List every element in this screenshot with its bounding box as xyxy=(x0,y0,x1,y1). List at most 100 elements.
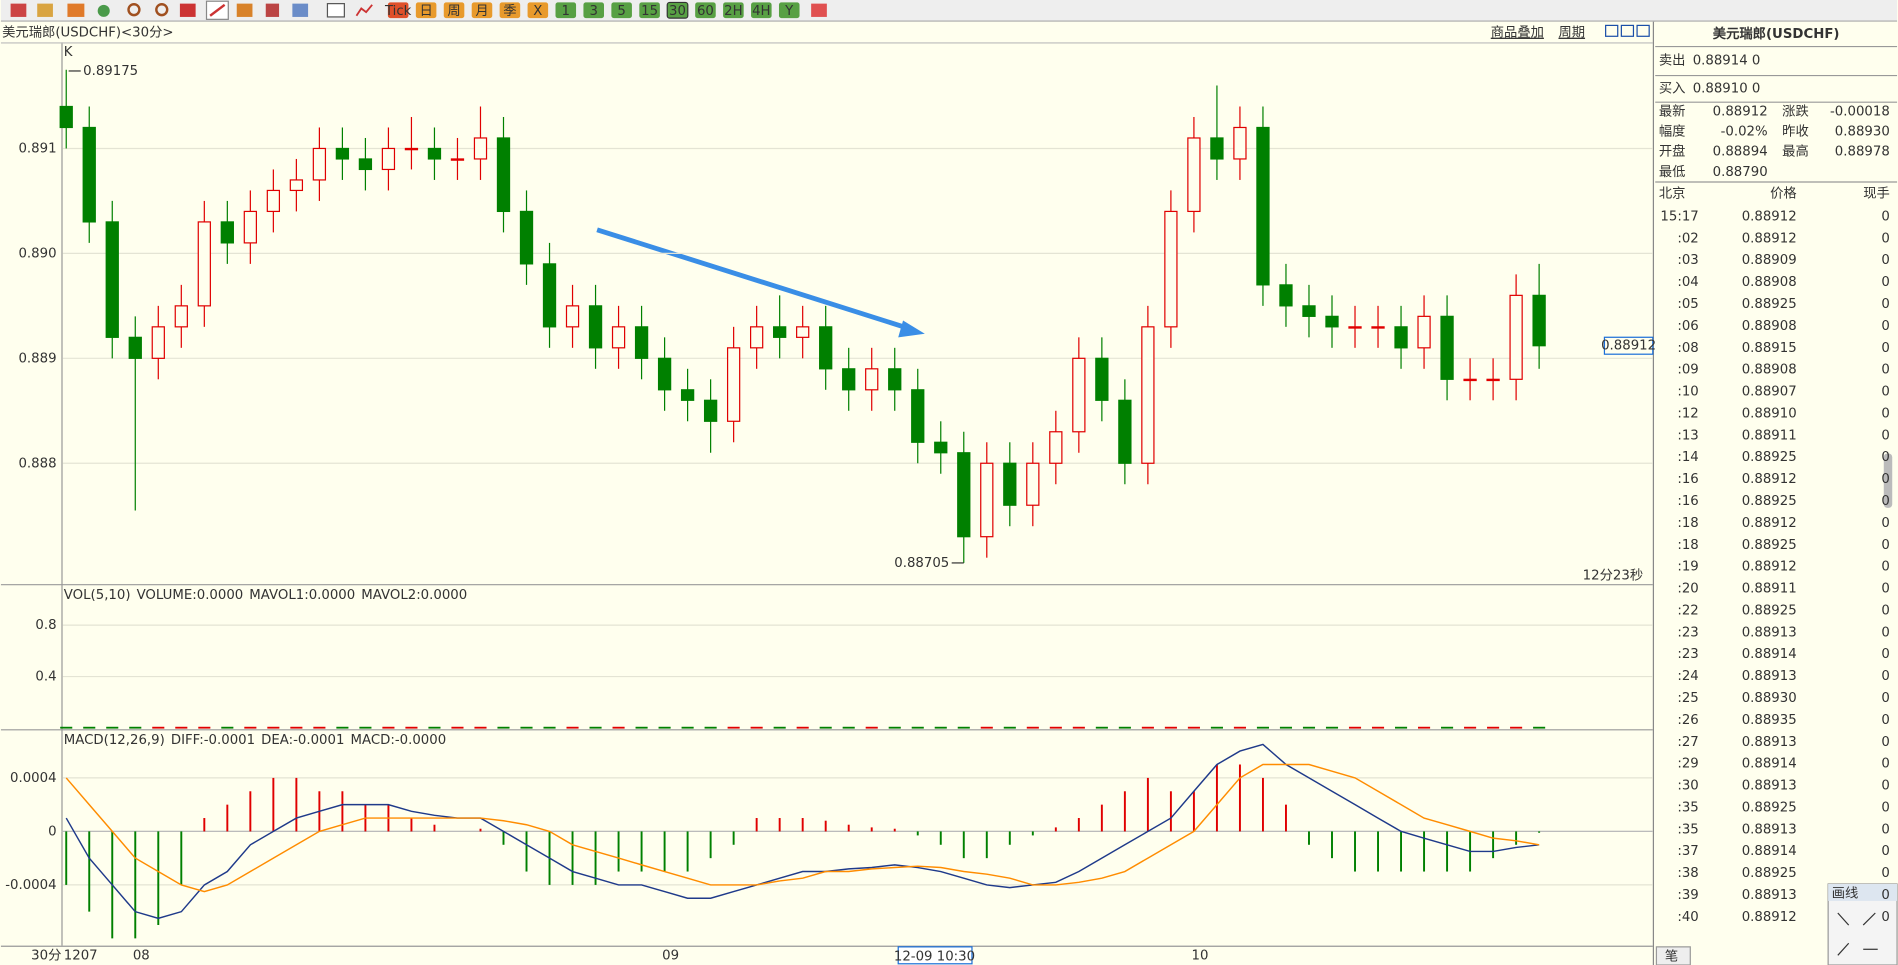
candle-body xyxy=(220,221,234,244)
tick-time: :19 xyxy=(1677,560,1698,575)
tick-time: :09 xyxy=(1677,363,1698,378)
toolbar-button[interactable] xyxy=(778,2,800,19)
volume-bar xyxy=(704,726,717,729)
symbol-title: 美元瑞郎(USDCHF)<30分> xyxy=(2,25,173,41)
tab[interactable] xyxy=(1655,946,1691,965)
tick-price: 0.88925 xyxy=(1742,297,1797,312)
toolbar-button[interactable] xyxy=(499,2,521,19)
candle-body xyxy=(404,147,419,151)
tick-volume: 0 xyxy=(1881,275,1889,290)
period-link[interactable]: 周期 xyxy=(1558,25,1585,41)
tick-time: :06 xyxy=(1677,319,1698,334)
icon[interactable] xyxy=(236,3,253,17)
icon[interactable] xyxy=(10,3,27,17)
icon[interactable] xyxy=(265,3,280,17)
scrollbar[interactable] xyxy=(1883,453,1893,508)
tick-price: 0.88925 xyxy=(1742,494,1797,509)
tick-price: 0.88925 xyxy=(1742,866,1797,881)
volume-bar xyxy=(635,726,648,729)
toolbar-label: 月 xyxy=(475,4,488,19)
tick-volume: 0 xyxy=(1881,691,1889,706)
window-button[interactable] xyxy=(1605,24,1619,37)
toolbar-button[interactable] xyxy=(443,2,465,19)
stat-value: 0.88930 xyxy=(1835,124,1890,139)
legend-entry: MACD(12,26,9) xyxy=(64,733,165,748)
tick-volume: 0 xyxy=(1881,538,1889,553)
toolbar-button[interactable] xyxy=(751,2,772,19)
volume-bar xyxy=(1210,726,1223,729)
toolbar-label: 季 xyxy=(503,3,516,19)
candle-body xyxy=(1003,462,1017,506)
tick-time: :14 xyxy=(1677,450,1698,465)
candle-body xyxy=(911,389,925,443)
icon[interactable] xyxy=(67,3,85,17)
candle-body xyxy=(865,368,879,391)
stat-value: 0.88978 xyxy=(1835,145,1890,160)
volume-bar xyxy=(405,726,418,729)
icon[interactable] xyxy=(97,4,110,17)
candle-body xyxy=(703,399,718,422)
volume-bar xyxy=(1371,726,1385,729)
candle-body xyxy=(1348,326,1362,329)
toolbar-button[interactable] xyxy=(415,2,437,19)
tick-time: :08 xyxy=(1677,341,1698,356)
buy-price: 0.88910 0 xyxy=(1693,81,1761,96)
tick-volume: 0 xyxy=(1881,735,1889,750)
toolbar-button[interactable] xyxy=(666,1,689,19)
volume-bar xyxy=(313,726,326,729)
chart-label: K xyxy=(64,45,73,60)
tick-price: 0.88912 xyxy=(1742,560,1797,575)
toolbar-button[interactable] xyxy=(611,2,632,19)
volume-bar xyxy=(267,726,280,729)
window-button[interactable] xyxy=(1636,24,1650,37)
candle-body xyxy=(957,452,971,538)
toolbar-button[interactable] xyxy=(723,2,744,19)
candle-body xyxy=(1049,431,1063,464)
tick-volume: 0 xyxy=(1881,428,1889,443)
volume-bar xyxy=(1510,726,1523,729)
legend-entry: VOL(5,10) xyxy=(64,588,131,603)
y-tick-label: 0.0004 xyxy=(10,771,57,786)
toolbar-button[interactable] xyxy=(387,2,409,19)
icon[interactable] xyxy=(155,3,169,17)
tick-volume: 0 xyxy=(1881,669,1889,684)
icon[interactable] xyxy=(292,3,309,17)
tick-volume: 0 xyxy=(1881,713,1889,728)
icon[interactable] xyxy=(37,3,53,17)
icon[interactable] xyxy=(811,3,827,17)
stat-value: 0.88912 xyxy=(1713,104,1768,119)
toolbar-button[interactable] xyxy=(695,2,716,19)
stat-label: 最低 xyxy=(1659,164,1686,180)
tick-volume: 0 xyxy=(1881,494,1889,509)
icon[interactable] xyxy=(209,3,226,17)
toolbar-button[interactable] xyxy=(639,2,660,19)
candle-body xyxy=(105,221,119,338)
tool-icon[interactable] xyxy=(1837,942,1850,956)
tool-icon[interactable] xyxy=(1837,912,1850,926)
candle-body xyxy=(312,147,327,181)
icon[interactable] xyxy=(127,3,141,17)
candle-body xyxy=(542,263,557,328)
icon[interactable] xyxy=(326,3,345,18)
tick-price: 0.88925 xyxy=(1742,538,1797,553)
tick-price: 0.88935 xyxy=(1742,713,1797,728)
icon[interactable] xyxy=(355,4,373,17)
candle-body xyxy=(266,189,281,213)
window-button[interactable] xyxy=(1620,24,1635,37)
legend-entry: MAVOL1:0.0000 xyxy=(249,588,355,603)
toolbar-label: Tick xyxy=(384,4,412,19)
toolbar-button[interactable] xyxy=(527,2,549,19)
volume-bar xyxy=(796,726,809,729)
palette-title: 画线 xyxy=(1832,886,1859,902)
tool-icon[interactable] xyxy=(1862,912,1876,926)
toolbar-button[interactable] xyxy=(583,2,604,19)
toolbar-button[interactable] xyxy=(471,2,493,19)
tick-time: :18 xyxy=(1677,538,1698,553)
toolbar-icons xyxy=(10,0,827,20)
volume-bar xyxy=(474,726,487,729)
candle-body xyxy=(1026,462,1040,506)
overlay-link[interactable]: 商品叠加 xyxy=(1491,25,1544,41)
icon[interactable] xyxy=(179,3,196,17)
toolbar-button[interactable] xyxy=(555,2,577,19)
tick-time: :29 xyxy=(1677,757,1698,772)
